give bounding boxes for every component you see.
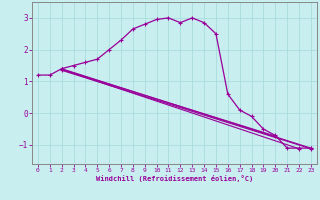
X-axis label: Windchill (Refroidissement éolien,°C): Windchill (Refroidissement éolien,°C) bbox=[96, 175, 253, 182]
